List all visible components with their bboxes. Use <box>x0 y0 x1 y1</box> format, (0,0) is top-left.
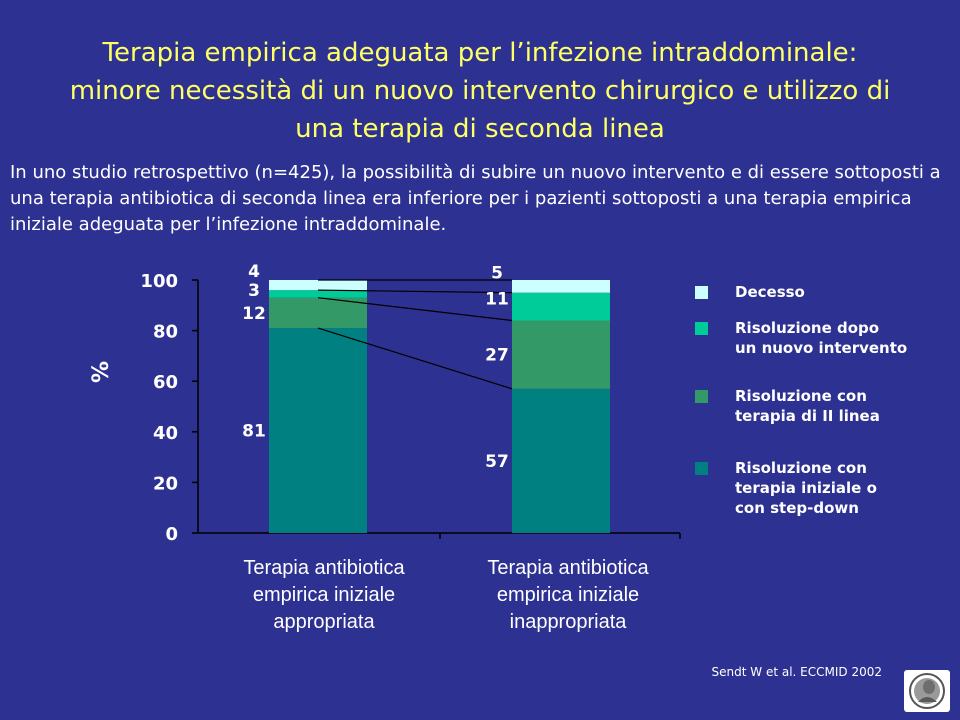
bar-segment <box>269 280 367 291</box>
slide-title-line: Terapia empirica adeguata per l’infezion… <box>102 38 858 68</box>
legend-swatch <box>695 462 708 475</box>
connector-line <box>317 327 513 390</box>
legend-swatch <box>695 286 708 299</box>
legend-swatch <box>695 390 708 403</box>
category-label-line: inappropriata <box>509 611 627 633</box>
legend-label-line: con step-down <box>735 499 859 517</box>
legend-label-line: Risoluzione dopo <box>735 319 880 337</box>
bar-segment <box>512 280 610 293</box>
bar-segment <box>269 290 367 298</box>
category-label-line: Terapia antibiotica <box>243 557 405 579</box>
bar-segment <box>512 292 610 321</box>
bar-segment <box>269 328 367 533</box>
y-axis-label: % <box>89 361 114 383</box>
legend-label-line: Risoluzione con <box>735 387 867 405</box>
category-label-line: empirica iniziale <box>496 584 640 606</box>
connector-line <box>317 289 513 294</box>
legend-label-line: terapia di II linea <box>735 407 880 425</box>
data-label: 11 <box>485 290 509 310</box>
slide-title: Terapia empirica adeguata per l’infezion… <box>10 34 950 148</box>
y-tick-label: 0 <box>165 524 178 545</box>
y-tick-label: 60 <box>153 372 178 393</box>
y-tick-label: 80 <box>153 322 178 343</box>
category-label-appropriata: Terapia antibiotica empirica iniziale appr… <box>209 555 439 636</box>
category-label-line: empirica iniziale <box>252 584 396 606</box>
category-label-inappropriata: Terapia antibiotica empirica iniziale inap… <box>453 555 683 636</box>
legend-label-line: Risoluzione con <box>735 459 867 477</box>
bar-segment <box>512 388 610 533</box>
legend-label: Risoluzione dopo un nuovo intervento <box>735 318 907 358</box>
intro-text: In uno studio retrospettivo (n=425), la … <box>10 162 941 235</box>
data-label: 57 <box>485 452 509 472</box>
category-label-line: Terapia antibiotica <box>487 557 649 579</box>
institution-logo <box>904 670 950 712</box>
legend-label-line: un nuovo intervento <box>735 339 908 357</box>
bar-segment <box>512 320 610 389</box>
legend-label: Risoluzione con terapia iniziale o con ste… <box>735 458 877 518</box>
data-label: 4 <box>248 262 260 282</box>
y-tick-label: 40 <box>153 423 178 444</box>
bar-segment <box>269 297 367 329</box>
citation: Sendt W et al. ECCMID 2002 <box>711 665 882 679</box>
data-label: 12 <box>242 304 266 324</box>
slide-title-line: una terapia di seconda linea <box>295 114 665 144</box>
category-label-line: appropriata <box>273 611 375 633</box>
legend-label-line: Decesso <box>735 283 805 301</box>
legend-label: Risoluzione con terapia di II linea <box>735 386 880 426</box>
legend-swatch <box>695 322 708 335</box>
data-label: 5 <box>491 263 503 283</box>
data-label: 81 <box>242 422 266 442</box>
data-label: 27 <box>485 346 509 366</box>
slide-title-line: minore necessità di un nuovo intervento … <box>69 76 891 106</box>
y-tick-label: 20 <box>153 473 178 494</box>
legend-label: Decesso <box>735 282 805 302</box>
y-tick-label: 100 <box>140 271 178 292</box>
data-label: 3 <box>248 281 260 301</box>
legend-label-line: terapia iniziale o <box>735 479 877 497</box>
connector-line <box>317 297 513 322</box>
